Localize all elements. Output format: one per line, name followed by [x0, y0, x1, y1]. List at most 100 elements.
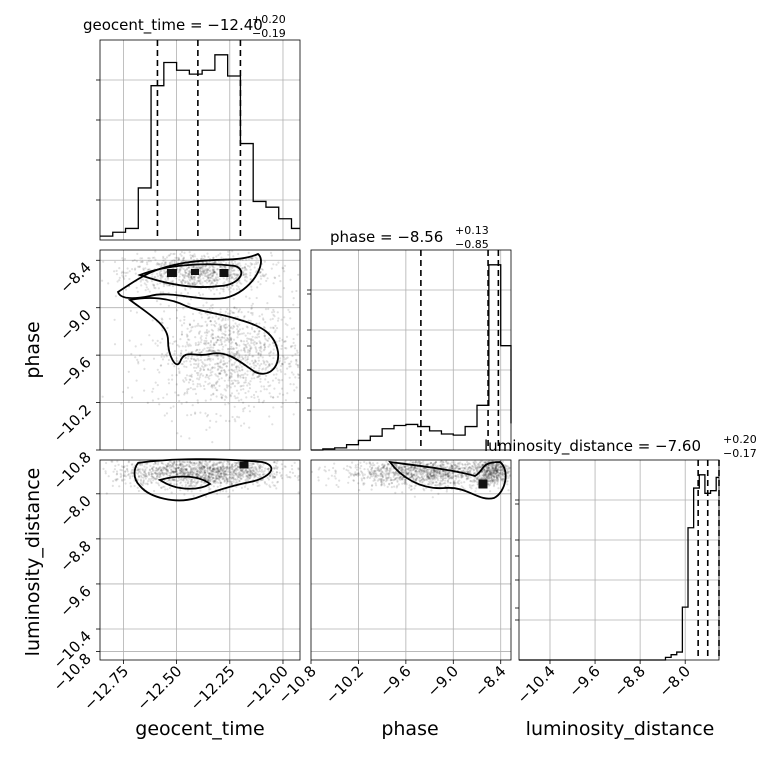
- sample-point: [242, 410, 245, 413]
- sample-point: [193, 283, 196, 286]
- sample-point: [233, 418, 236, 421]
- sample-point: [178, 269, 181, 272]
- sample-point: [211, 349, 214, 352]
- sample-point: [258, 349, 262, 352]
- sample-point: [283, 465, 286, 468]
- sample-point: [261, 313, 264, 316]
- sample-point: [249, 262, 252, 265]
- sample-point: [231, 269, 234, 273]
- sample-point: [214, 260, 217, 264]
- sample-point: [494, 464, 497, 467]
- sample-point: [356, 468, 359, 471]
- sample-point: [376, 467, 379, 470]
- sample-point: [162, 259, 165, 262]
- sample-point: [180, 333, 184, 336]
- sample-point: [187, 355, 190, 358]
- density-peak: [191, 269, 199, 275]
- sample-point: [115, 473, 118, 476]
- sample-point: [280, 347, 283, 350]
- sample-point: [235, 470, 238, 473]
- sample-point: [185, 333, 188, 336]
- sample-point: [194, 369, 197, 373]
- sample-point: [221, 489, 225, 493]
- sample-point: [182, 279, 185, 282]
- sample-point: [507, 468, 510, 471]
- sample-point: [144, 477, 147, 480]
- sample-point: [123, 277, 126, 280]
- sample-point: [168, 342, 171, 345]
- density-peak: [239, 461, 249, 469]
- sample-point: [239, 385, 242, 388]
- sample-point: [231, 262, 234, 265]
- sample-point: [277, 317, 280, 320]
- sample-point: [246, 332, 249, 335]
- sample-point: [175, 277, 178, 280]
- sample-point: [141, 257, 144, 260]
- sample-point: [269, 384, 272, 387]
- sample-point: [256, 286, 259, 289]
- sample-point: [153, 276, 156, 279]
- sample-point: [196, 324, 199, 327]
- sample-point: [127, 461, 130, 464]
- sample-point: [242, 340, 246, 343]
- sample-point: [151, 399, 154, 402]
- sample-point: [149, 464, 152, 467]
- sample-point: [214, 386, 217, 390]
- sample-point: [169, 252, 172, 255]
- sample-point: [232, 363, 235, 366]
- sample-point: [215, 412, 218, 416]
- sample-point: [208, 357, 211, 360]
- sample-point: [160, 317, 163, 320]
- sample-point: [219, 328, 222, 331]
- sample-point: [152, 479, 155, 482]
- sample-point: [247, 310, 250, 314]
- sample-point: [191, 380, 194, 383]
- sample-point: [247, 349, 250, 352]
- sample-point: [172, 252, 175, 256]
- sample-point: [203, 359, 206, 362]
- sample-point: [403, 478, 406, 481]
- sample-point: [268, 363, 271, 366]
- sample-point: [124, 271, 127, 274]
- sample-point: [213, 343, 216, 346]
- sample-point: [235, 366, 238, 369]
- sample-point: [237, 252, 240, 256]
- sample-point: [202, 304, 205, 307]
- sample-point: [278, 274, 281, 277]
- sample-point: [258, 346, 261, 349]
- sample-point: [154, 250, 157, 253]
- sample-point: [206, 270, 209, 273]
- sample-point: [280, 344, 283, 347]
- sample-point: [434, 470, 437, 473]
- sample-point: [297, 376, 300, 379]
- sample-point: [220, 343, 223, 346]
- sample-point: [250, 307, 253, 310]
- sample-point: [211, 366, 214, 369]
- sample-point: [102, 260, 105, 263]
- sample-point: [135, 286, 138, 289]
- sample-point: [192, 255, 195, 258]
- sample-point: [199, 368, 202, 371]
- sample-point: [292, 373, 295, 376]
- sample-point: [286, 324, 289, 327]
- sample-point: [332, 466, 335, 470]
- sample-point: [230, 383, 233, 386]
- sample-point: [420, 469, 423, 472]
- sample-point: [294, 352, 297, 356]
- sample-point: [217, 349, 220, 352]
- sample-point: [493, 473, 496, 476]
- sample-point: [180, 281, 183, 284]
- sample-point: [210, 335, 213, 338]
- sample-point: [402, 472, 405, 475]
- sample-point: [251, 373, 254, 376]
- sample-point: [252, 342, 255, 345]
- sample-point: [201, 284, 204, 287]
- sample-point: [229, 290, 232, 293]
- sample-point: [173, 483, 176, 486]
- sample-point: [221, 336, 224, 339]
- sample-point: [186, 489, 189, 492]
- sample-point: [410, 473, 413, 476]
- sample-point: [230, 464, 233, 467]
- sample-point: [190, 275, 193, 278]
- sample-point: [124, 274, 127, 277]
